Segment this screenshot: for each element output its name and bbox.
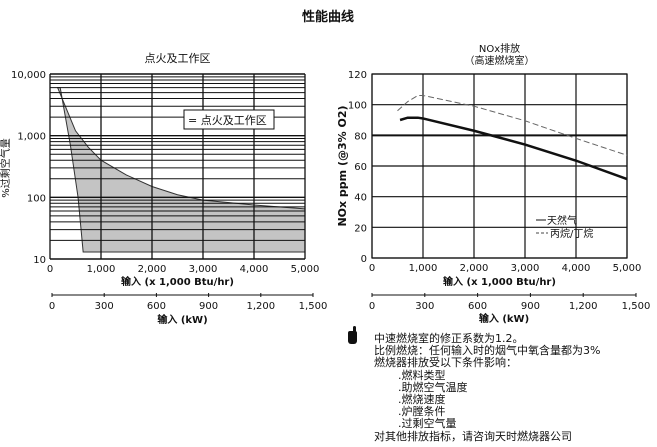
x-tick-label: 3,000 — [189, 264, 218, 275]
ignition-chart: 点火及工作区 0 1,000 2,000 3,000 4,000 5,000 10 100 1,0… — [0, 52, 327, 326]
legend-label: 天然气 — [547, 214, 577, 227]
x-tick-label: 1,000 — [87, 264, 116, 275]
y-tick-label: 10,000 — [11, 70, 46, 81]
kw-tick-label: 300 — [415, 301, 434, 312]
plot-frame — [371, 73, 628, 259]
y-tick-label: 10 — [33, 255, 46, 266]
note-item: .炉膛条件 — [398, 405, 446, 419]
y-tick-label: 80 — [354, 131, 367, 142]
note-item: .过剩空气量 — [398, 417, 457, 431]
page-title: 性能曲线 — [302, 9, 354, 25]
chart-title: NOx排放 — [479, 42, 520, 55]
y-axis-label: NOx ppm (@3% O2) — [336, 105, 349, 226]
notes: 中速燃烧室的修正系数为1.2。 比例燃烧：任何输入时的烟气中氧含量都为3% 燃烧… — [374, 332, 601, 443]
kw-tick-label: 600 — [147, 301, 166, 312]
kw-tick-label: 900 — [199, 301, 218, 312]
legend-box — [183, 109, 275, 130]
kw-tick-label: 600 — [468, 301, 487, 312]
x-tick-label: 2,000 — [460, 263, 489, 274]
kw-tick-label: 1,200 — [246, 301, 275, 312]
series-line-natural-gas — [399, 116, 628, 181]
chart-title: 点火及工作区 — [145, 52, 211, 65]
x-tick-label: 4,000 — [562, 263, 591, 274]
x-tick-label: 1,000 — [409, 263, 438, 274]
y-tick-label: 100 — [27, 193, 46, 204]
note-item: .助燃空气温度 — [398, 380, 468, 394]
y-axis-label: %过剩空气量 — [0, 138, 12, 198]
chart-subtitle: （高速燃烧室） — [465, 54, 535, 67]
y-tick-label: 100 — [348, 101, 367, 112]
note-line: 燃烧器排放受以下条件影响： — [374, 356, 517, 370]
x-tick-label: 0 — [369, 263, 375, 274]
kw-tick-label: 1,500 — [299, 301, 328, 312]
x-tick-label: 3,000 — [511, 263, 540, 274]
x-tick-label: 4,000 — [240, 264, 269, 275]
kw-tick-label: 0 — [49, 301, 55, 312]
pointing-hand-icon — [348, 326, 357, 344]
legend-label: 丙烷/丁烷 — [550, 227, 593, 240]
legend-label: = 点火及工作区 — [188, 114, 267, 127]
kw-tick-label: 900 — [521, 301, 540, 312]
y-tick-label: 20 — [354, 223, 367, 234]
note-line: 中速燃烧室的修正系数为1.2。 — [374, 332, 524, 345]
series-line-propane — [397, 94, 628, 156]
kw-tick-label: 1,500 — [622, 301, 651, 312]
y-tick-label: 60 — [354, 162, 367, 173]
note-footer: 对其他排放指标，请咨询天时燃烧器公司 — [374, 429, 572, 443]
kw-axis-label: 输入 (kW) — [479, 312, 529, 325]
y-tick-label: 0 — [361, 254, 367, 265]
note-line: 比例燃烧：任何输入时的烟气中氧含量都为3% — [374, 344, 601, 358]
x-axis-label: 输入 (x 1,000 Btu/hr) — [443, 275, 556, 288]
note-item: .燃烧速度 — [398, 393, 446, 407]
nox-chart: NOx排放（高速燃烧室） 0 20 40 60 80 100 120 0 1,000 2,000 3,… — [336, 42, 650, 325]
x-tick-label: 2,000 — [138, 264, 167, 275]
note-item: .燃料类型 — [398, 368, 446, 382]
y-tick-label: 120 — [348, 70, 367, 81]
y-tick-label: 40 — [354, 193, 367, 204]
kw-tick-label: 300 — [95, 301, 114, 312]
x-axis-label: 输入 (x 1,000 Btu/hr) — [121, 275, 234, 288]
kw-axis-label: 输入 (kW) — [157, 313, 207, 326]
x-tick-label: 5,000 — [291, 264, 320, 275]
kw-tick-label: 0 — [369, 301, 375, 312]
x-tick-label: 5,000 — [613, 263, 642, 274]
x-tick-label: 0 — [47, 264, 53, 275]
kw-tick-label: 1,200 — [569, 301, 598, 312]
y-tick-label: 1,000 — [17, 132, 46, 143]
